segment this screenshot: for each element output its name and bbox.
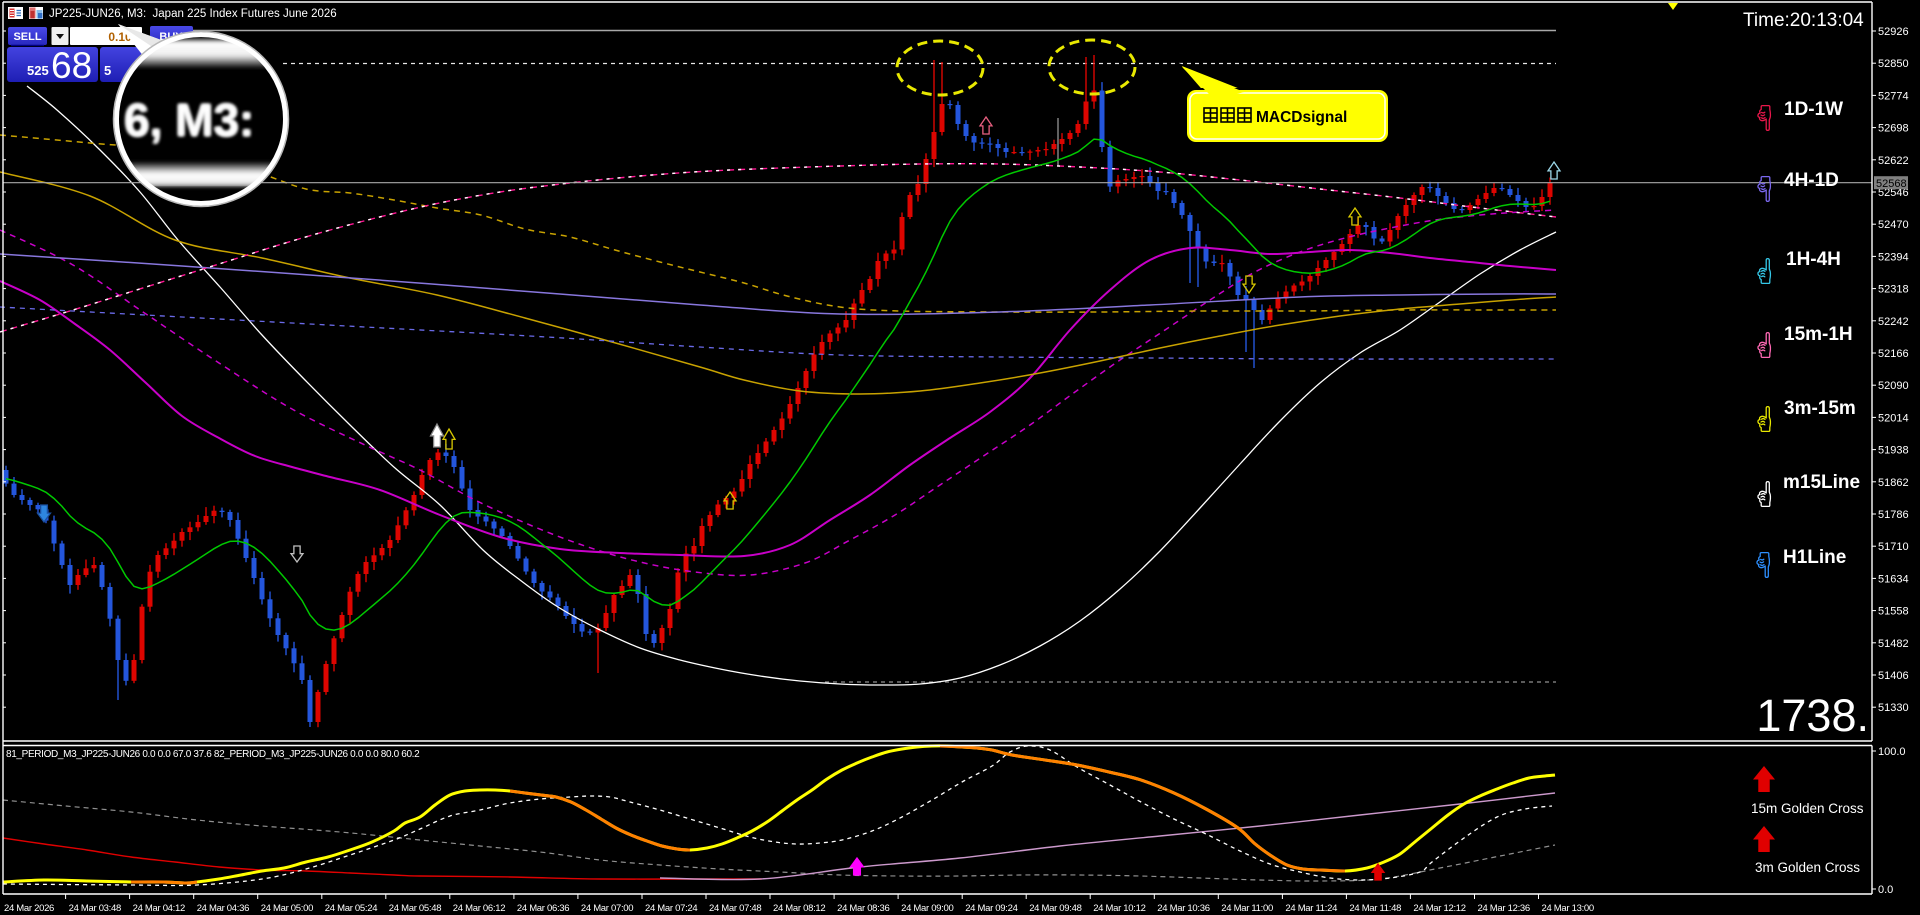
svg-text:24 Mar 05:48: 24 Mar 05:48 <box>389 903 441 914</box>
svg-text:525: 525 <box>27 63 49 78</box>
svg-text:15m Golden Cross: 15m Golden Cross <box>1751 801 1864 816</box>
svg-text:24 Mar 07:24: 24 Mar 07:24 <box>645 903 697 914</box>
svg-text:6, M3:: 6, M3: <box>124 94 254 146</box>
svg-text:1738.: 1738. <box>1756 690 1869 741</box>
svg-text:51938: 51938 <box>1878 445 1909 457</box>
svg-text:4H-1D: 4H-1D <box>1784 170 1839 191</box>
svg-text:51558: 51558 <box>1878 606 1909 618</box>
svg-text:51862: 51862 <box>1878 477 1909 489</box>
svg-text:24 Mar 09:24: 24 Mar 09:24 <box>965 903 1017 914</box>
svg-text:52318: 52318 <box>1878 284 1909 296</box>
svg-text:24 Mar 13:00: 24 Mar 13:00 <box>1542 903 1594 914</box>
svg-text:m15Line: m15Line <box>1783 472 1860 493</box>
svg-text:24 Mar 04:12: 24 Mar 04:12 <box>133 903 185 914</box>
svg-text:52014: 52014 <box>1878 412 1909 424</box>
svg-text:24 Mar 07:00: 24 Mar 07:00 <box>581 903 633 914</box>
svg-text:H1Line: H1Line <box>1783 547 1846 568</box>
svg-text:68: 68 <box>51 45 92 86</box>
svg-text:5: 5 <box>104 63 111 78</box>
svg-text:0.0: 0.0 <box>1878 884 1893 896</box>
svg-text:24 Mar 09:00: 24 Mar 09:00 <box>901 903 953 914</box>
svg-text:52774: 52774 <box>1878 90 1909 102</box>
svg-text:24 Mar 10:36: 24 Mar 10:36 <box>1157 903 1209 914</box>
svg-text:81_PERIOD_M3_JP225-JUN26 0.0 0: 81_PERIOD_M3_JP225-JUN26 0.0 0.0 67.0 37… <box>6 749 420 760</box>
svg-text:24 Mar 05:00: 24 Mar 05:00 <box>261 903 313 914</box>
svg-text:52568: 52568 <box>1876 178 1907 190</box>
svg-text:24 Mar 06:36: 24 Mar 06:36 <box>517 903 569 914</box>
svg-text:24 Mar 08:12: 24 Mar 08:12 <box>773 903 825 914</box>
svg-text:24 Mar 03:48: 24 Mar 03:48 <box>69 903 121 914</box>
svg-text:3m-15m: 3m-15m <box>1784 398 1856 419</box>
svg-text:1H-4H: 1H-4H <box>1786 249 1841 270</box>
svg-text:JP225-JUN26, M3: Japan 225 In: JP225-JUN26, M3: Japan 225 Index Futures… <box>49 8 337 20</box>
svg-text:52622: 52622 <box>1878 155 1909 167</box>
svg-text:24 Mar 07:48: 24 Mar 07:48 <box>709 903 761 914</box>
svg-text:Time:20:13:04: Time:20:13:04 <box>1743 10 1864 31</box>
svg-text:52926: 52926 <box>1878 26 1909 38</box>
svg-text:15m-1H: 15m-1H <box>1784 324 1853 345</box>
svg-text:51634: 51634 <box>1878 573 1909 585</box>
svg-text:24 Mar 11:24: 24 Mar 11:24 <box>1285 903 1337 914</box>
svg-text:52698: 52698 <box>1878 123 1909 135</box>
svg-text:52546: 52546 <box>1878 187 1909 199</box>
svg-text:24 Mar 12:36: 24 Mar 12:36 <box>1478 903 1530 914</box>
svg-text:24 Mar 05:24: 24 Mar 05:24 <box>325 903 377 914</box>
svg-text:24 Mar 09:48: 24 Mar 09:48 <box>1029 903 1081 914</box>
svg-text:24 Mar 11:00: 24 Mar 11:00 <box>1221 903 1273 914</box>
svg-text:51406: 51406 <box>1878 670 1909 682</box>
svg-text:24 Mar 11:48: 24 Mar 11:48 <box>1349 903 1401 914</box>
svg-text:24 Mar 10:12: 24 Mar 10:12 <box>1093 903 1145 914</box>
svg-text:24 Mar 04:36: 24 Mar 04:36 <box>197 903 249 914</box>
svg-text:51786: 51786 <box>1878 509 1909 521</box>
svg-text:52470: 52470 <box>1878 219 1909 231</box>
svg-text:51330: 51330 <box>1878 702 1909 714</box>
svg-text:52090: 52090 <box>1878 380 1909 392</box>
svg-text:52242: 52242 <box>1878 316 1909 328</box>
svg-text:52850: 52850 <box>1878 58 1909 70</box>
svg-text:24 Mar 12:12: 24 Mar 12:12 <box>1413 903 1465 914</box>
svg-text:1D-1W: 1D-1W <box>1784 99 1843 120</box>
svg-text:52166: 52166 <box>1878 348 1909 360</box>
svg-text:6, M3:: 6, M3: <box>124 94 254 146</box>
svg-text:24 Mar 2026: 24 Mar 2026 <box>4 903 54 914</box>
svg-text:52394: 52394 <box>1878 251 1909 263</box>
svg-text:51710: 51710 <box>1878 541 1909 553</box>
svg-text:MACDsignal: MACDsignal <box>1256 109 1347 126</box>
svg-text:3m Golden Cross: 3m Golden Cross <box>1755 860 1860 875</box>
svg-text:51482: 51482 <box>1878 638 1909 650</box>
svg-text:24 Mar 06:12: 24 Mar 06:12 <box>453 903 505 914</box>
svg-text:24 Mar 08:36: 24 Mar 08:36 <box>837 903 889 914</box>
svg-text:100.0: 100.0 <box>1878 746 1906 758</box>
svg-text:SELL: SELL <box>13 31 41 43</box>
